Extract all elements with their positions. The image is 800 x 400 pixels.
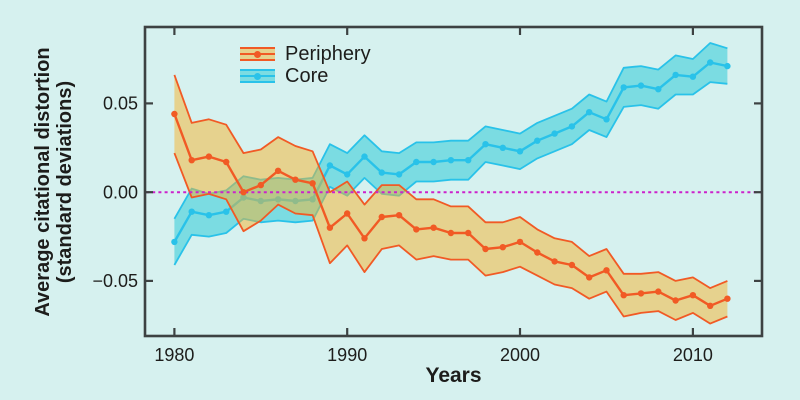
core-band-lower-edge — [173, 81, 728, 266]
periphery-point — [465, 229, 472, 237]
core-point — [672, 71, 679, 79]
core-point — [344, 171, 351, 178]
periphery-point — [689, 292, 697, 299]
periphery-point — [499, 244, 506, 251]
periphery-point — [620, 292, 627, 299]
core-point — [586, 109, 593, 116]
core-point — [724, 62, 731, 70]
core-point — [534, 137, 541, 144]
core-point — [655, 86, 662, 93]
periphery-point — [413, 226, 420, 233]
periphery-point — [655, 288, 662, 295]
legend-label-core: Core — [285, 65, 329, 87]
core-line-icon — [240, 72, 275, 80]
y-tick-label: −0.05 — [92, 271, 138, 291]
periphery-point — [637, 290, 645, 297]
core-point — [603, 116, 610, 123]
core-point — [378, 169, 385, 176]
periphery-point — [603, 267, 610, 274]
core-point — [171, 238, 178, 246]
periphery-point — [551, 258, 558, 265]
periphery-point — [361, 235, 368, 242]
periphery-point — [274, 167, 282, 174]
y-axis-label-line1: Average citational distortion — [32, 47, 54, 317]
core-point — [568, 123, 576, 130]
periphery-point — [724, 295, 731, 302]
y-tick-label: 0.00 — [103, 183, 138, 203]
periphery-point — [326, 224, 334, 231]
periphery-point — [378, 213, 385, 221]
periphery-point — [223, 158, 230, 166]
core-point — [188, 208, 195, 215]
y-axis-label-line2: (standard deviations) — [54, 80, 76, 284]
legend-item-periphery: Periphery — [240, 43, 371, 65]
periphery-band-upper-edge — [173, 74, 728, 290]
core-point — [465, 157, 472, 164]
core-point — [430, 158, 437, 166]
periphery-point — [395, 212, 403, 219]
x-tick-label: 1990 — [327, 345, 367, 365]
core-point — [551, 130, 558, 137]
core-point — [499, 144, 506, 151]
core-point — [361, 153, 368, 160]
periphery-point — [430, 224, 437, 231]
core-point — [223, 208, 230, 215]
x-tick-label: 1980 — [154, 345, 194, 365]
periphery-line-icon — [240, 50, 275, 58]
core-point — [326, 162, 334, 169]
core-band-swatch-icon — [240, 69, 275, 83]
y-axis-label: Average citational distortion (standard … — [32, 22, 76, 342]
periphery-point — [586, 274, 593, 281]
core-point — [637, 82, 645, 89]
periphery-point — [672, 297, 679, 304]
periphery-marker-icon — [254, 50, 261, 58]
periphery-point — [707, 302, 714, 309]
periphery-point — [568, 261, 576, 269]
periphery-point — [344, 210, 351, 217]
legend: Periphery Core — [240, 43, 371, 87]
periphery-point — [482, 245, 489, 253]
periphery-point — [171, 110, 178, 118]
core-point — [689, 73, 697, 80]
periphery-series — [171, 110, 731, 309]
core-point — [413, 158, 420, 166]
x-tick-label: 2000 — [500, 345, 540, 365]
plot-border — [143, 25, 764, 338]
core-point — [447, 157, 455, 164]
core-point — [516, 148, 524, 155]
periphery-point — [292, 176, 299, 183]
x-tick-label: 2010 — [673, 345, 713, 365]
legend-label-periphery: Periphery — [285, 43, 371, 65]
periphery-point — [240, 189, 247, 196]
periphery-point — [516, 238, 524, 246]
periphery-point — [257, 181, 264, 189]
core-point — [205, 212, 213, 219]
core-marker-icon — [254, 72, 261, 80]
core-point — [707, 59, 714, 66]
periphery-band-lower-edge — [173, 152, 728, 325]
y-tick-label: 0.05 — [103, 94, 138, 114]
legend-item-core: Core — [240, 65, 371, 87]
periphery-point — [534, 249, 541, 256]
periphery-band — [173, 74, 728, 325]
core-point — [620, 84, 627, 91]
periphery-point — [309, 180, 316, 187]
core-point — [395, 171, 403, 178]
periphery-band-swatch-icon — [240, 47, 275, 61]
periphery-point — [188, 157, 195, 164]
periphery-point — [205, 153, 213, 160]
x-axis-label: Years — [425, 364, 482, 387]
core-point — [482, 141, 489, 148]
periphery-point — [447, 229, 455, 237]
